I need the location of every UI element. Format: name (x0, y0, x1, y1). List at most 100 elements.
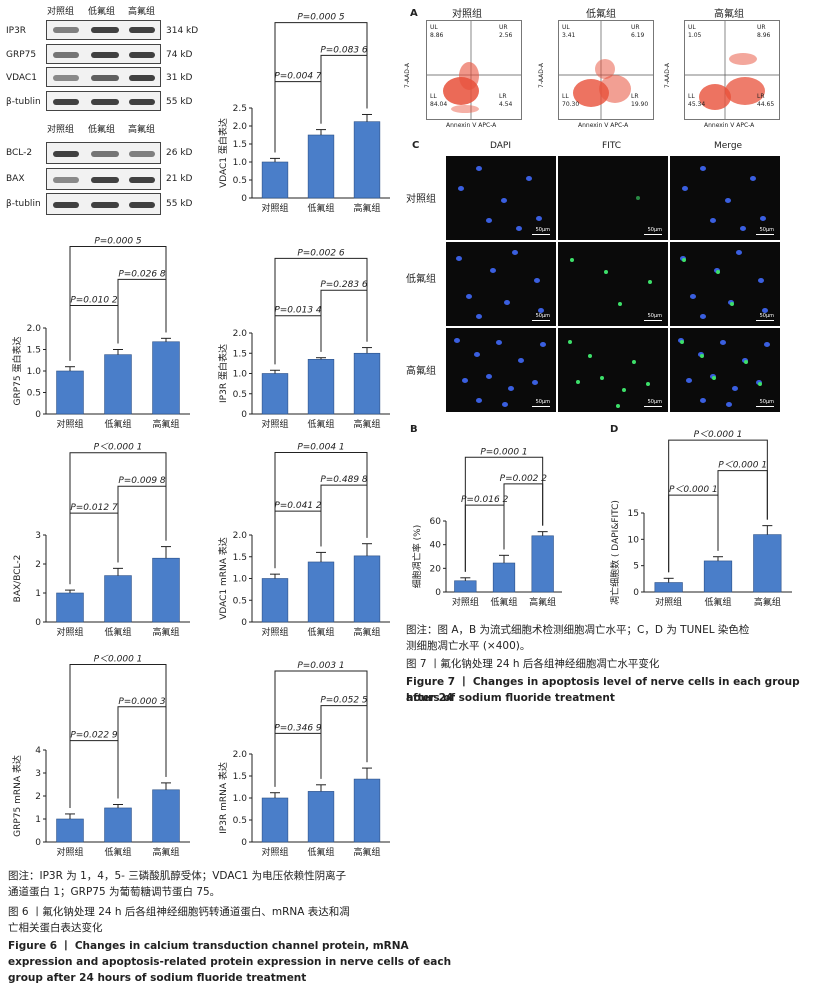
y-tick-label: 1.0 (27, 367, 42, 377)
y-tick-label: 0 (241, 410, 247, 420)
significance-bracket (274, 257, 368, 365)
wb-blot-strip (46, 20, 161, 40)
wb-protein-label: GRP75 (6, 50, 37, 60)
quadrant-value: 3.41 (562, 32, 576, 39)
flow-ylabel: 7-AAD-A (404, 63, 411, 88)
significance-bracket (69, 740, 119, 808)
x-tick-label: 低氟组 (307, 202, 334, 214)
bar (703, 560, 733, 593)
p-value-label: P=0.026 8 (118, 269, 166, 279)
y-tick-label: 0.5 (233, 816, 247, 826)
tunel-row-label: 高氟组 (406, 366, 436, 377)
quadrant-value: 8.86 (430, 32, 444, 39)
quadrant-label: UR (757, 24, 766, 31)
bar (56, 818, 84, 843)
y-tick-label: 4 (35, 746, 41, 756)
x-tick-label: 对照组 (655, 596, 682, 608)
flow-xlabel: Annexin V APC-A (704, 122, 755, 129)
p-value-label: P=0.004 7 (274, 72, 322, 82)
wb-kd-label: 31 kD (166, 73, 193, 83)
y-tick-label: 2.5 (233, 104, 247, 114)
quadrant-label: LR (631, 93, 639, 100)
significance-bracket (320, 705, 368, 779)
significance-bracket (464, 504, 505, 572)
scale-bar-label: 50μm (759, 313, 774, 319)
bar (753, 534, 782, 593)
p-value-label: P=0.489 8 (320, 475, 368, 485)
y-tick-label: 1.5 (233, 772, 247, 782)
wb-protein-label: BAX (6, 174, 25, 184)
x-tick-label: 低氟组 (104, 846, 131, 858)
p-value-label: P＜0.000 1 (694, 430, 743, 440)
x-tick-label: 对照组 (56, 626, 83, 638)
quadrant-label: LL (688, 93, 695, 100)
x-tick-label: 高氟组 (152, 626, 179, 638)
flow-plot: UL 8.86 UR 2.56 LL 84.04 LR 4.54 (426, 20, 522, 120)
x-tick-label: 低氟组 (704, 596, 731, 608)
y-tick-label: 0 (633, 588, 639, 598)
y-tick-label: 0 (241, 618, 247, 628)
wb-protein-label: β-tublin (6, 199, 41, 209)
significance-bracket (274, 732, 322, 787)
x-tick-label: 对照组 (56, 418, 83, 430)
y-tick-label: 2.0 (233, 750, 248, 760)
x-tick-label: 低氟组 (104, 626, 131, 638)
wb-group-header: 低氟组 (88, 125, 116, 135)
chart-apoptosis-rate: 0 20 40 60 细胞凋亡率 (%) 对照组 低氟组 高氟组 P=0.016 2 P=0.00… (411, 447, 562, 608)
quadrant-value: 6.19 (631, 32, 645, 39)
wb-kd-label: 55 kD (166, 199, 193, 209)
p-value-label: P=0.052 5 (320, 696, 368, 706)
bar (104, 575, 132, 623)
quadrant-value: 70.30 (562, 101, 580, 108)
y-tick-label: 3 (35, 769, 41, 779)
fig7-english-title: Figure 7 丨 Changes in apoptosis level of… (406, 676, 800, 704)
tunel-row-label: 对照组 (406, 194, 436, 205)
bar (152, 341, 180, 415)
flow-plot: UL 3.41 UR 6.19 LL 70.30 LR 19.90 (558, 20, 654, 120)
y-axis-label: GRP75 mRNA 表达 (11, 755, 23, 837)
fig6-english-title: expression and apoptosis-related protein… (8, 956, 452, 968)
y-tick-label: 1.0 (233, 794, 248, 804)
wb-kd-label: 21 kD (166, 174, 193, 184)
p-value-label: P=0.012 7 (70, 503, 118, 513)
bar (56, 592, 84, 623)
bar (353, 121, 381, 199)
x-tick-label: 高氟组 (152, 846, 179, 858)
y-tick-label: 60 (430, 517, 442, 527)
significance-bracket (69, 452, 167, 585)
bar (104, 354, 132, 415)
p-value-label: P＜0.000 1 (94, 654, 143, 664)
fig7-note-line: 测细胞凋亡水平 (×400)。 (406, 640, 531, 652)
bar (531, 535, 554, 593)
x-tick-label: 高氟组 (353, 202, 380, 214)
y-tick-label: 0 (35, 410, 41, 420)
chart-bax-bcl2: 0 1 2 3 BAX/BCL-2 对照组 低氟组 高氟组 P=0.012 7 P=0.009 8… (13, 443, 190, 638)
significance-bracket (69, 246, 167, 361)
y-tick-label: 0 (435, 588, 441, 598)
scale-bar-label: 50μm (535, 227, 550, 233)
significance-bracket (69, 663, 167, 808)
significance-bracket (320, 289, 368, 352)
p-value-label: P=0.000 1 (480, 447, 527, 457)
x-tick-label: 对照组 (452, 596, 479, 608)
bar (492, 562, 516, 593)
y-tick-label: 5 (633, 562, 639, 572)
wb-group-header: 高氟组 (128, 7, 156, 17)
scale-bar-label: 50μm (647, 399, 662, 405)
significance-bracket (668, 439, 768, 573)
x-tick-label: 对照组 (261, 846, 288, 858)
p-value-label: P=0.003 1 (297, 661, 344, 671)
quadrant-label: UL (430, 24, 438, 31)
y-tick-label: 1.5 (27, 346, 41, 356)
y-tick-label: 2.0 (233, 122, 248, 132)
tunel-image-fitc: 50μm (558, 328, 668, 412)
p-value-label: P=0.000 3 (118, 697, 166, 707)
tunel-image-merge: 50μm (670, 328, 780, 412)
y-tick-label: 1 (35, 815, 41, 825)
y-tick-label: 0.5 (27, 389, 41, 399)
y-tick-label: 3 (35, 531, 41, 541)
p-value-label: P＜0.000 1 (94, 443, 143, 453)
significance-bracket (320, 484, 368, 547)
